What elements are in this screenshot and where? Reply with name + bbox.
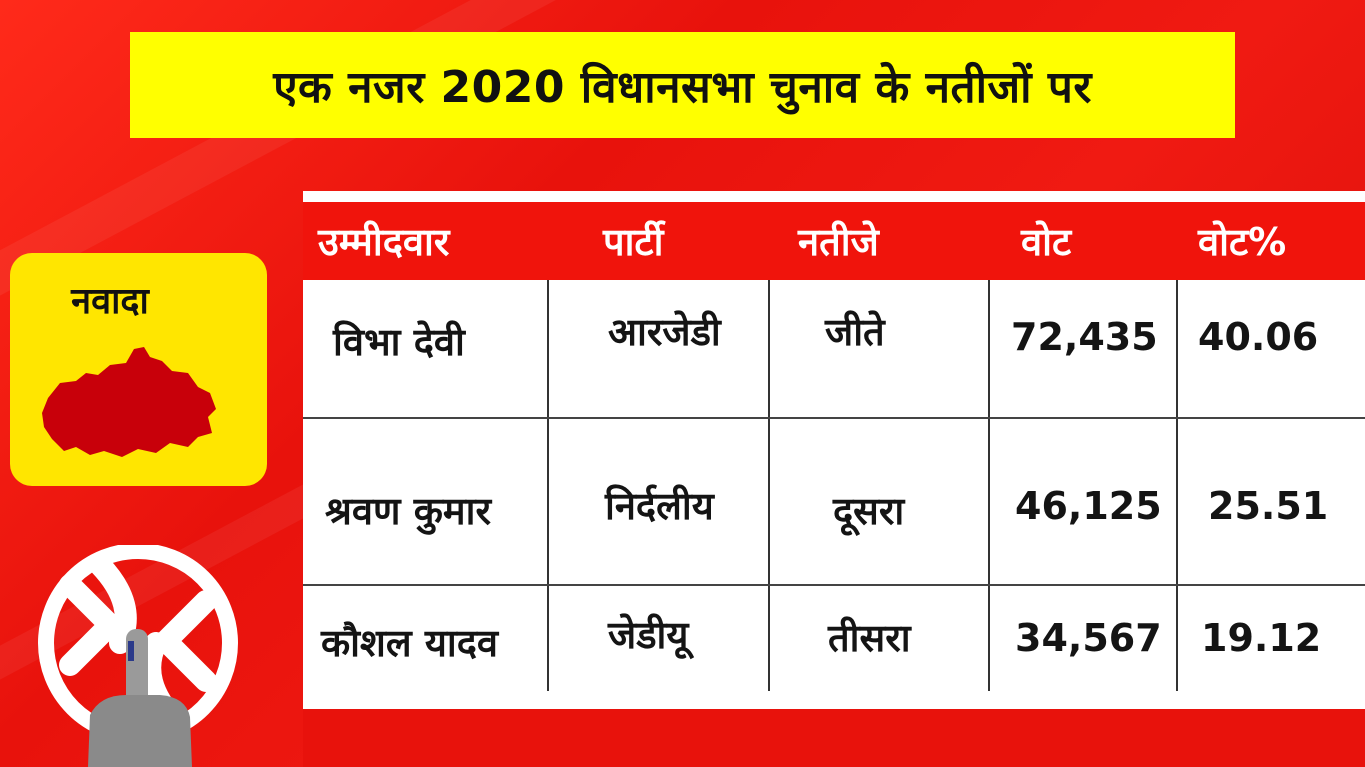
cell-result: तीसरा: [828, 616, 911, 660]
column-divider: [988, 280, 990, 691]
cell-party: निर्दलीय: [605, 484, 714, 528]
cell-party: जेडीयू: [608, 613, 689, 657]
cell-votes: 46,125: [1015, 484, 1162, 528]
row-divider: [303, 584, 1365, 586]
cell-party: आरजेडी: [608, 310, 721, 354]
bottom-band: [303, 709, 1365, 767]
page-title: एक नजर 2020 विधानसभा चुनाव के नतीजों पर: [273, 62, 1092, 113]
column-divider: [1176, 280, 1178, 691]
column-divider: [547, 280, 549, 691]
cell-candidate: कौशल यादव: [321, 621, 499, 665]
election-swastik-finger-icon: [38, 545, 238, 767]
cell-result: दूसरा: [833, 489, 905, 533]
cell-vote-percent: 25.51: [1208, 484, 1329, 528]
cell-candidate: श्रवण कुमार: [325, 489, 492, 533]
header-candidate: उम्मीदवार: [318, 220, 450, 264]
table-row: कौशल यादव जेडीयू तीसरा 34,567 19.12: [303, 586, 1365, 691]
column-divider: [768, 280, 770, 691]
district-card: नवादा: [10, 253, 267, 486]
cell-vote-percent: 19.12: [1201, 616, 1322, 660]
table-row: श्रवण कुमार निर्दलीय दूसरा 46,125 25.51: [303, 419, 1365, 584]
district-name: नवादा: [71, 281, 149, 322]
header-vote-percent: वोट%: [1198, 220, 1287, 264]
header-party: पार्टी: [603, 220, 664, 264]
cell-candidate: विभा देवी: [333, 320, 465, 364]
row-divider: [303, 417, 1365, 419]
header-result: नतीजे: [798, 220, 879, 264]
cell-votes: 34,567: [1015, 616, 1162, 660]
table-row: विभा देवी आरजेडी जीते 72,435 40.06: [303, 280, 1365, 417]
results-table: उम्मीदवार पार्टी नतीजे वोट वोट% विभा देव…: [303, 191, 1365, 709]
cell-votes: 72,435: [1011, 315, 1158, 359]
cell-result: जीते: [825, 310, 885, 354]
header-votes: वोट: [1021, 220, 1072, 264]
district-map-icon: [42, 347, 216, 457]
table-header-row: उम्मीदवार पार्टी नतीजे वोट वोट%: [303, 202, 1365, 280]
title-banner: एक नजर 2020 विधानसभा चुनाव के नतीजों पर: [130, 32, 1235, 138]
cell-vote-percent: 40.06: [1198, 315, 1319, 359]
